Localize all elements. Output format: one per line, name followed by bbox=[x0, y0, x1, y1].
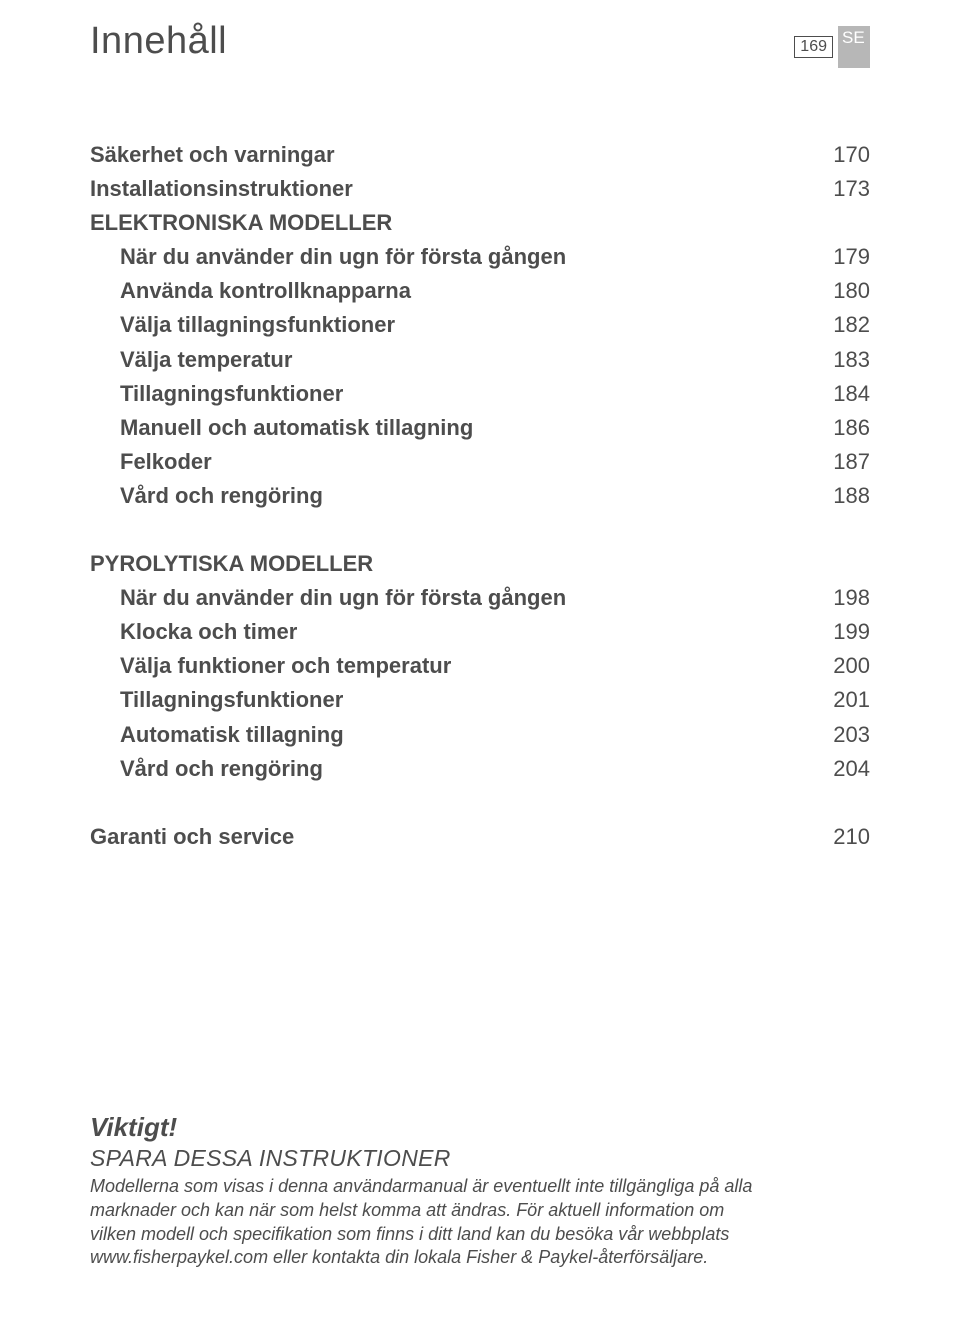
toc-page: 186 bbox=[833, 411, 870, 445]
toc-label: Välja temperatur bbox=[120, 343, 292, 377]
note-heading: Viktigt! bbox=[90, 1112, 770, 1143]
toc-page: 179 bbox=[833, 240, 870, 274]
toc-row: Installationsinstruktioner 173 bbox=[90, 172, 870, 206]
toc-gap bbox=[90, 513, 870, 547]
toc-row: Automatisk tillagning 203 bbox=[90, 718, 870, 752]
toc-page: 187 bbox=[833, 445, 870, 479]
toc-row: Felkoder 187 bbox=[90, 445, 870, 479]
note-subheading: SPARA DESSA INSTRUKTIONER bbox=[90, 1145, 770, 1172]
toc-row: Välja tillagningsfunktioner 182 bbox=[90, 308, 870, 342]
toc-page: 201 bbox=[833, 683, 870, 717]
page: Innehåll 169 SE Säkerhet och varningar 1… bbox=[0, 0, 960, 1330]
toc-row: Använda kontrollknapparna 180 bbox=[90, 274, 870, 308]
toc-label: Automatisk tillagning bbox=[120, 718, 344, 752]
header-row: Innehåll 169 SE bbox=[90, 20, 870, 68]
toc-label: Garanti och service bbox=[90, 820, 294, 854]
toc-section-heading: ELEKTRONISKA MODELLER bbox=[90, 206, 870, 240]
toc-label: När du använder din ugn för första gånge… bbox=[120, 240, 566, 274]
toc-section-heading: PYROLYTISKA MODELLER bbox=[90, 547, 870, 581]
toc-label: När du använder din ugn för första gånge… bbox=[120, 581, 566, 615]
important-note: Viktigt! SPARA DESSA INSTRUKTIONER Model… bbox=[90, 1112, 770, 1270]
toc-row: När du använder din ugn för första gånge… bbox=[90, 581, 870, 615]
toc-page: 184 bbox=[833, 377, 870, 411]
toc-page: 199 bbox=[833, 615, 870, 649]
page-tag: 169 SE bbox=[794, 26, 870, 68]
table-of-contents: Säkerhet och varningar 170 Installations… bbox=[90, 138, 870, 854]
toc-row: Vård och rengöring 204 bbox=[90, 752, 870, 786]
toc-label: Vård och rengöring bbox=[120, 479, 323, 513]
toc-label: Klocka och timer bbox=[120, 615, 297, 649]
toc-row: Garanti och service 210 bbox=[90, 820, 870, 854]
toc-page: 203 bbox=[833, 718, 870, 752]
toc-page: 198 bbox=[833, 581, 870, 615]
toc-label: Tillagningsfunktioner bbox=[120, 377, 343, 411]
toc-page: 182 bbox=[833, 308, 870, 342]
toc-row: Välja funktioner och temperatur 200 bbox=[90, 649, 870, 683]
toc-label: Säkerhet och varningar bbox=[90, 138, 335, 172]
toc-label: Installationsinstruktioner bbox=[90, 172, 353, 206]
toc-row: När du använder din ugn för första gånge… bbox=[90, 240, 870, 274]
toc-page: 180 bbox=[833, 274, 870, 308]
note-body: Modellerna som visas i denna användarman… bbox=[90, 1175, 770, 1270]
toc-label: Manuell och automatisk tillagning bbox=[120, 411, 473, 445]
toc-page: 170 bbox=[833, 138, 870, 172]
toc-label: Välja tillagningsfunktioner bbox=[120, 308, 395, 342]
toc-label: Använda kontrollknapparna bbox=[120, 274, 411, 308]
toc-row: Välja temperatur 183 bbox=[90, 343, 870, 377]
page-title: Innehåll bbox=[90, 20, 227, 63]
toc-page: 188 bbox=[833, 479, 870, 513]
toc-row: Tillagningsfunktioner 201 bbox=[90, 683, 870, 717]
toc-label: Välja funktioner och temperatur bbox=[120, 649, 451, 683]
toc-page: 210 bbox=[833, 820, 870, 854]
toc-row: Vård och rengöring 188 bbox=[90, 479, 870, 513]
toc-label: Vård och rengöring bbox=[120, 752, 323, 786]
toc-row: Klocka och timer 199 bbox=[90, 615, 870, 649]
toc-row: Tillagningsfunktioner 184 bbox=[90, 377, 870, 411]
toc-page: 200 bbox=[833, 649, 870, 683]
toc-gap bbox=[90, 786, 870, 820]
page-number: 169 bbox=[794, 36, 833, 58]
toc-page: 173 bbox=[833, 172, 870, 206]
toc-page: 183 bbox=[833, 343, 870, 377]
language-badge: SE bbox=[838, 26, 870, 68]
toc-label: Felkoder bbox=[120, 445, 212, 479]
toc-row: Säkerhet och varningar 170 bbox=[90, 138, 870, 172]
toc-page: 204 bbox=[833, 752, 870, 786]
toc-row: Manuell och automatisk tillagning 186 bbox=[90, 411, 870, 445]
toc-label: Tillagningsfunktioner bbox=[120, 683, 343, 717]
